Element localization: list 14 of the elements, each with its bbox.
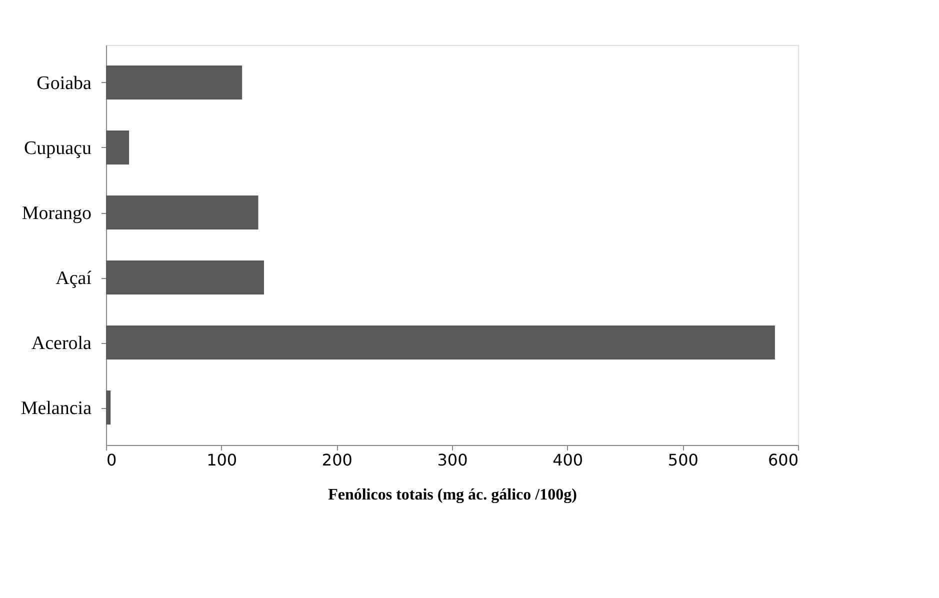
x-tick-label: 500 [668, 450, 698, 470]
x-axis-title: Fenólicos totais (mg ác. gálico /100g) [328, 486, 577, 504]
x-tick-label: 200 [322, 450, 352, 470]
y-tick-label: Goiaba [36, 73, 92, 94]
x-tick-label: 0 [106, 450, 117, 470]
y-tick-label: Cupuaçu [24, 138, 92, 159]
y-tick-label: Morango [22, 203, 92, 224]
x-tick-label: 300 [437, 450, 468, 470]
x-tick-label: 600 [768, 450, 798, 470]
x-tick-label: 400 [552, 450, 584, 470]
y-tick-label: Melancia [20, 398, 92, 419]
y-tick-label: Açaí [56, 268, 92, 289]
y-tick-label: Acerola [31, 333, 92, 354]
x-tick-label: 100 [206, 450, 238, 470]
